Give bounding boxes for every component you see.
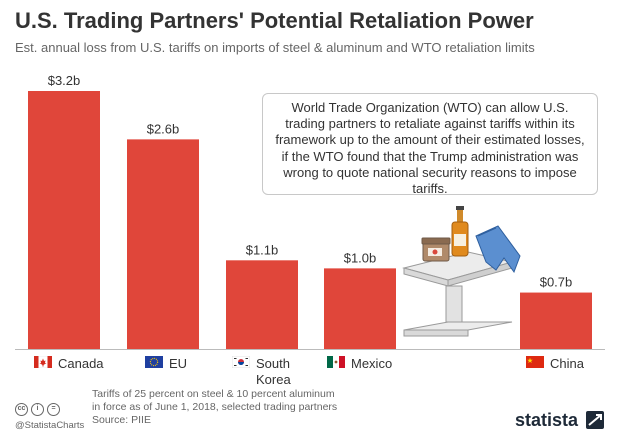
attribution-icon: i bbox=[31, 403, 44, 416]
creative-commons-icons: cc i = bbox=[15, 403, 60, 416]
bar-china bbox=[520, 292, 592, 349]
source-text: Source: PIIE bbox=[92, 414, 151, 426]
eu-flag-icon bbox=[145, 356, 163, 368]
value-label-south-korea: $1.1b bbox=[246, 242, 279, 257]
value-label-china: $0.7b bbox=[540, 275, 573, 290]
bar-mexico bbox=[324, 268, 396, 349]
chart-title: U.S. Trading Partners' Potential Retalia… bbox=[15, 8, 534, 33]
mexico-flag-icon bbox=[327, 356, 345, 368]
steel-beam-goods-illustration bbox=[402, 206, 521, 337]
bar-south-korea bbox=[226, 260, 298, 349]
canada-flag-icon bbox=[34, 356, 52, 368]
china-flag-icon bbox=[526, 356, 544, 368]
statista-logo-icon bbox=[586, 411, 605, 429]
chart-subtitle: Est. annual loss from U.S. tariffs on im… bbox=[15, 40, 535, 55]
bar-eu bbox=[127, 139, 199, 349]
footnote-line-2: in force as of June 1, 2018, selected tr… bbox=[92, 401, 338, 413]
cc-license-icon: cc bbox=[15, 403, 28, 416]
south-korea-flag-icon bbox=[232, 356, 250, 368]
wto-annotation: World Trade Organization (WTO) can allow… bbox=[262, 93, 598, 196]
statista-logo: statista bbox=[515, 410, 605, 431]
value-label-mexico: $1.0b bbox=[344, 250, 377, 265]
footnote: Tariffs of 25 percent on steel & 10 perc… bbox=[92, 388, 337, 427]
bar-canada bbox=[28, 91, 100, 349]
footnote-line-1: Tariffs of 25 percent on steel & 10 perc… bbox=[92, 388, 335, 400]
no-derivatives-icon: = bbox=[47, 403, 60, 416]
value-label-eu: $2.6b bbox=[147, 121, 180, 136]
value-label-canada: $3.2b bbox=[48, 73, 81, 88]
statista-handle: @StatistaCharts bbox=[15, 420, 85, 431]
